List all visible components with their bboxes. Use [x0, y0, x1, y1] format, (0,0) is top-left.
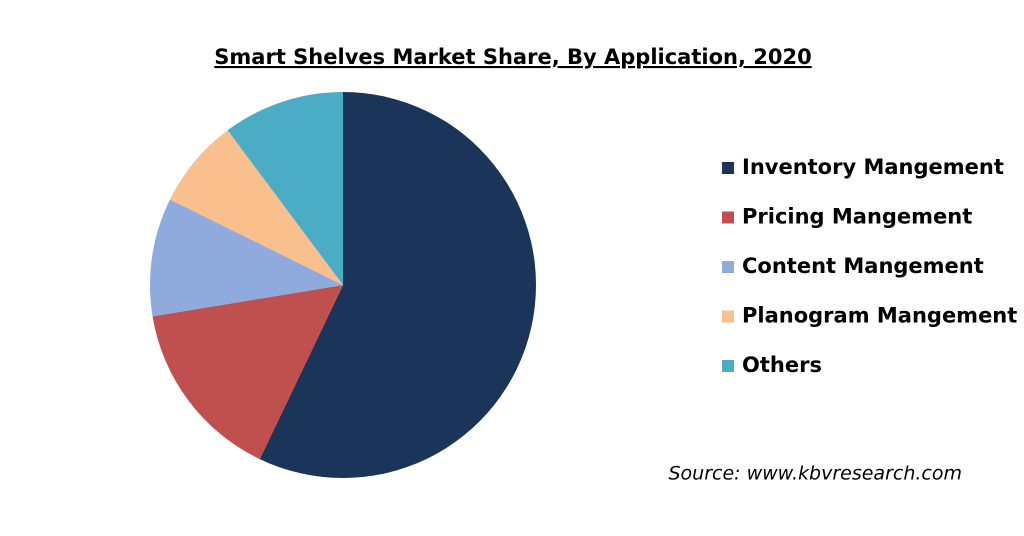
legend-label: Inventory Mangement	[742, 155, 1004, 179]
legend-label: Pricing Mangement	[742, 205, 972, 229]
legend-swatch	[722, 211, 734, 224]
pie-slice	[152, 285, 343, 460]
legend-label: Others	[742, 353, 822, 377]
legend-swatch	[722, 162, 734, 174]
chart-title: Smart Shelves Market Share, By Applicati…	[214, 45, 811, 69]
source-note: Source: www.kbvresearch.com	[668, 463, 962, 485]
legend-swatch	[722, 360, 734, 372]
legend-label: Planogram Mangement	[742, 304, 1017, 328]
legend-swatch	[722, 310, 734, 323]
legend-swatch	[722, 261, 734, 273]
pie-slice	[259, 92, 536, 478]
pie-slice	[227, 92, 343, 285]
legend-label: Content Mangement	[742, 254, 984, 278]
pie-slice	[150, 199, 343, 317]
pie-slice	[169, 130, 343, 285]
